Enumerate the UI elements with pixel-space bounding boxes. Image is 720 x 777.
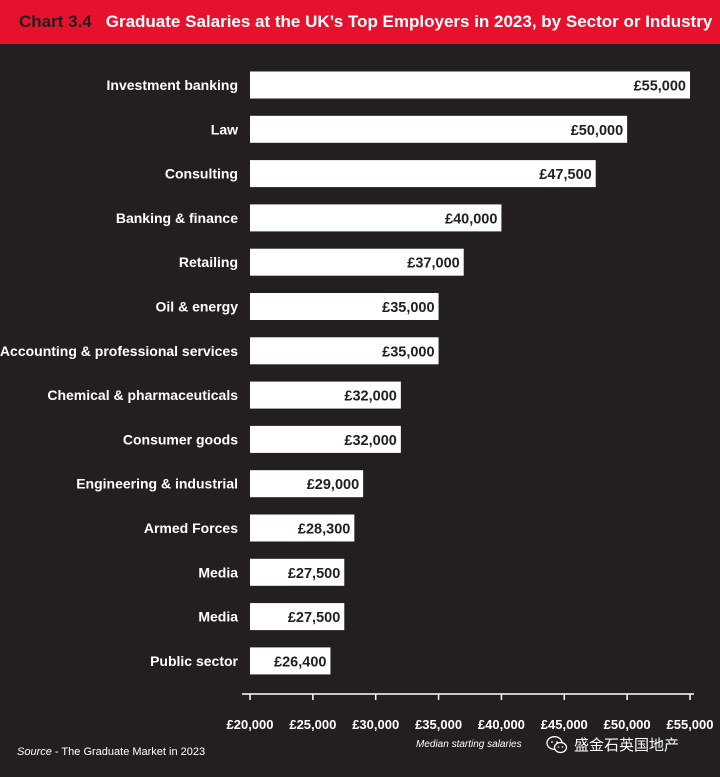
- bar: [250, 337, 439, 365]
- bar-value-label: £28,300: [298, 522, 350, 538]
- bar-value-label: £27,500: [288, 610, 340, 626]
- category-label: Accounting & professional services: [0, 343, 238, 359]
- category-label: Public sector: [150, 653, 238, 669]
- bar-value-label: £37,000: [407, 256, 459, 272]
- bar-value-label: £47,500: [539, 167, 591, 183]
- category-label: Engineering & industrial: [76, 476, 238, 492]
- bar: [250, 647, 331, 675]
- watermark-text: 盛金石英国地产: [574, 737, 680, 754]
- x-tick-label: £55,000: [667, 717, 714, 732]
- bar: [250, 248, 464, 276]
- bar: [250, 514, 355, 542]
- x-tick-label: £20,000: [227, 717, 274, 732]
- bar-value-label: £55,000: [634, 79, 686, 95]
- bar: [250, 204, 502, 232]
- bar-value-label: £40,000: [445, 211, 497, 227]
- category-label: Oil & energy: [156, 299, 239, 315]
- category-label: Law: [211, 121, 238, 137]
- chart-header: Chart 3.4 Graduate Salaries at the UK’s …: [0, 0, 720, 44]
- bar-value-label: £35,000: [382, 300, 434, 316]
- bar-value-label: £26,400: [274, 654, 326, 670]
- x-tick-label: £50,000: [604, 717, 651, 732]
- bar: [250, 381, 401, 409]
- bar: [250, 115, 628, 143]
- bar-value-label: £32,000: [344, 433, 396, 449]
- wechat-icon: [546, 735, 568, 753]
- x-tick-label: £45,000: [541, 717, 588, 732]
- bar: [250, 71, 690, 99]
- bar-value-label: £32,000: [344, 389, 396, 405]
- chart-number: Chart 3.4: [19, 12, 92, 31]
- watermark: 盛金石英国地产: [546, 734, 679, 755]
- x-tick-label: £35,000: [415, 717, 462, 732]
- category-label: Consulting: [165, 166, 238, 182]
- bar: [250, 470, 364, 498]
- category-label: Media: [198, 609, 238, 625]
- category-label: Media: [198, 564, 238, 580]
- category-label: Retailing: [179, 254, 238, 270]
- bar-value-label: £50,000: [571, 123, 623, 139]
- bar: [250, 293, 439, 320]
- source-text: - The Graduate Market in 2023: [51, 746, 206, 758]
- source-note: Source - The Graduate Market in 2023: [17, 746, 205, 758]
- x-axis-label: Median starting salaries: [416, 739, 522, 750]
- bar: [250, 558, 345, 586]
- category-label: Banking & finance: [116, 210, 238, 226]
- bar-value-label: £35,000: [382, 344, 434, 360]
- x-tick-label: £25,000: [289, 717, 336, 732]
- category-label: Investment banking: [107, 77, 238, 93]
- x-tick-label: £30,000: [352, 717, 399, 732]
- chart-title: Graduate Salaries at the UK’s Top Employ…: [105, 12, 713, 31]
- category-label: Consumer goods: [123, 431, 238, 447]
- bar: [250, 160, 596, 188]
- x-tick-label: £40,000: [478, 717, 525, 732]
- category-label: Armed Forces: [144, 520, 238, 536]
- source-prefix: Source: [17, 746, 52, 758]
- bar: [250, 603, 345, 631]
- bar-value-label: £29,000: [307, 477, 359, 493]
- category-label: Chemical & pharmaceuticals: [47, 387, 238, 403]
- bar: [250, 425, 401, 453]
- bar-value-label: £27,500: [288, 566, 340, 582]
